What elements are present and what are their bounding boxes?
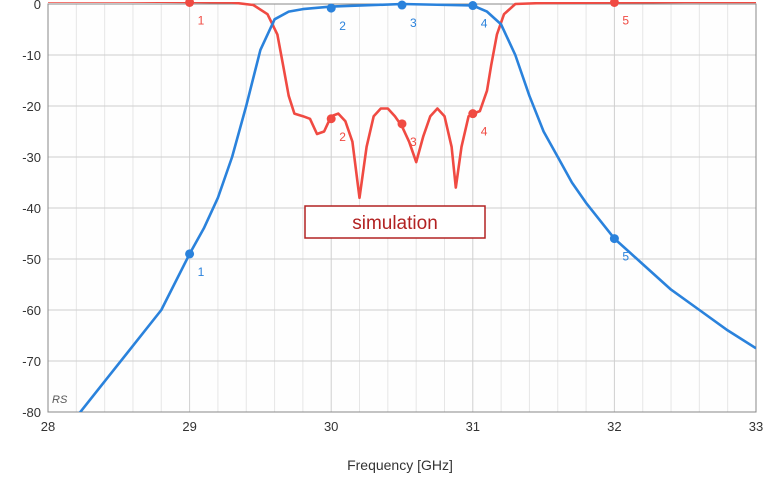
y-tick-label: -50	[22, 252, 41, 267]
y-tick-label: -80	[22, 405, 41, 420]
x-tick-label: 32	[607, 419, 621, 434]
x-tick-label: 28	[41, 419, 55, 434]
marker-point	[185, 0, 195, 7]
marker-label: 1	[198, 265, 205, 279]
marker-point	[397, 0, 407, 10]
marker-label: 2	[339, 19, 346, 33]
marker-label: 3	[410, 16, 417, 30]
series-line-1	[48, 2, 756, 200]
annotation-text: simulation	[352, 213, 438, 234]
marker-label: 3	[410, 135, 417, 149]
marker-label: 2	[339, 130, 346, 144]
marker-label: 5	[622, 250, 629, 264]
marker-label: 4	[481, 125, 488, 139]
x-tick-label: 30	[324, 419, 338, 434]
marker-point	[326, 3, 336, 13]
y-tick-label: -40	[22, 201, 41, 216]
y-tick-label: -60	[22, 303, 41, 318]
series-group	[48, 2, 756, 412]
marker-label: 5	[622, 13, 629, 27]
y-tick-label: -30	[22, 150, 41, 165]
marker-label: 1	[198, 13, 205, 27]
annotation-box: simulation	[304, 205, 486, 239]
marker-point	[468, 1, 478, 11]
corner-label: RS	[52, 394, 68, 406]
x-tick-label: 31	[466, 419, 480, 434]
marker-point	[397, 119, 407, 129]
marker-point	[185, 249, 195, 259]
y-tick-label: -10	[22, 48, 41, 63]
y-tick-label: -70	[22, 354, 41, 369]
x-tick-label: 33	[749, 419, 763, 434]
y-tick-label: 0	[34, 0, 41, 12]
marker-point	[609, 0, 619, 7]
x-axis-label: Frequency [GHz]	[347, 457, 453, 473]
marker-label: 4	[481, 17, 488, 31]
series-line-2	[78, 2, 756, 412]
y-tick-label: -20	[22, 99, 41, 114]
x-tick-label: 29	[182, 419, 196, 434]
marker-point	[326, 114, 336, 124]
annotation-frame	[304, 205, 486, 239]
marker-point	[468, 109, 478, 119]
marker-group: 1 2 3 4 5 1 2 3 4 5	[185, 0, 629, 279]
marker-point	[609, 234, 619, 244]
